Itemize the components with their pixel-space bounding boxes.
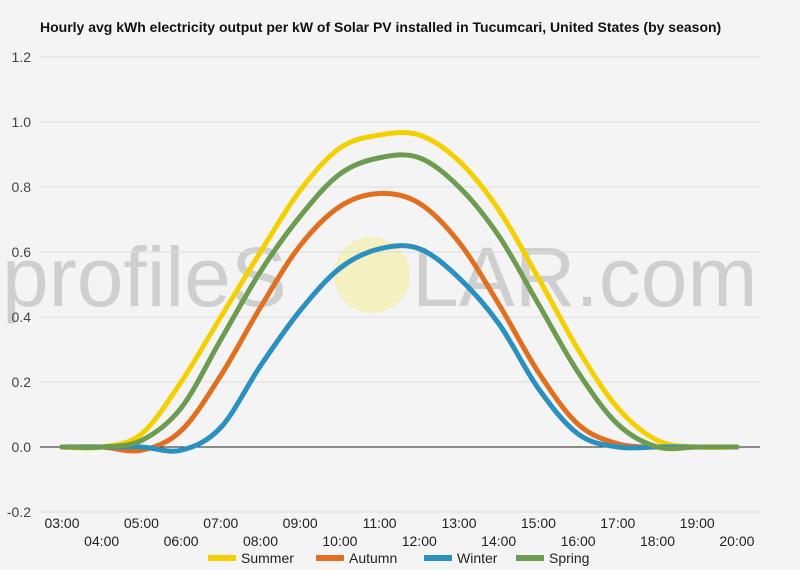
x-tick-label: 04:00 bbox=[84, 533, 119, 549]
x-tick-label: 13:00 bbox=[441, 515, 476, 531]
y-tick-label: 1.0 bbox=[12, 114, 32, 130]
x-tick-label: 06:00 bbox=[164, 533, 199, 549]
series-line-spring bbox=[59, 152, 740, 452]
y-tick-label: -0.2 bbox=[7, 504, 31, 520]
x-tick-label: 12:00 bbox=[402, 533, 437, 549]
legend-label-winter: Winter bbox=[457, 550, 498, 566]
x-tick-label: 14:00 bbox=[481, 533, 516, 549]
legend-swatch-winter bbox=[424, 555, 452, 561]
legend-label-autumn: Autumn bbox=[349, 550, 397, 566]
x-tick-label: 15:00 bbox=[521, 515, 556, 531]
series-line-winter bbox=[59, 243, 740, 454]
y-tick-label: 0.8 bbox=[12, 179, 32, 195]
x-tick-label: 18:00 bbox=[640, 533, 675, 549]
y-tick-label: 0.2 bbox=[12, 374, 32, 390]
y-tick-label: 0.6 bbox=[12, 244, 32, 260]
legend-swatch-spring bbox=[516, 555, 544, 561]
x-tick-label: 17:00 bbox=[600, 515, 635, 531]
y-tick-label: 0.4 bbox=[12, 309, 32, 325]
watermark-text-right: LAR.com bbox=[412, 230, 757, 324]
series-line-autumn bbox=[59, 190, 740, 454]
legend-swatch-autumn bbox=[316, 555, 344, 561]
chart-title: Hourly avg kWh electricity output per kW… bbox=[40, 19, 722, 35]
x-tick-label: 07:00 bbox=[203, 515, 238, 531]
x-tick-label: 11:00 bbox=[363, 515, 397, 531]
series-line-summer bbox=[59, 130, 740, 451]
watermark: profileS LAR.com bbox=[2, 230, 757, 324]
x-tick-label: 09:00 bbox=[283, 515, 318, 531]
x-tick-label: 20:00 bbox=[719, 533, 754, 549]
x-tick-label: 08:00 bbox=[243, 533, 278, 549]
legend-swatch-summer bbox=[208, 555, 236, 561]
legend: Summer Autumn Winter Spring bbox=[208, 550, 589, 566]
grid-lines bbox=[40, 56, 760, 513]
legend-label-summer: Summer bbox=[241, 550, 294, 566]
x-tick-label: 10:00 bbox=[322, 533, 357, 549]
series-lines bbox=[59, 130, 740, 454]
x-tick-label: 05:00 bbox=[124, 515, 159, 531]
legend-label-spring: Spring bbox=[549, 550, 589, 566]
y-tick-label: 0.0 bbox=[12, 439, 32, 455]
watermark-sun-logo bbox=[334, 237, 410, 313]
x-tick-label: 16:00 bbox=[561, 533, 596, 549]
y-tick-label: 1.2 bbox=[12, 49, 32, 65]
x-tick-label: 03:00 bbox=[44, 515, 79, 531]
x-tick-label: 19:00 bbox=[680, 515, 715, 531]
y-axis-ticks: -0.2 0.0 0.2 0.4 0.6 0.8 1.0 1.2 bbox=[7, 49, 31, 520]
